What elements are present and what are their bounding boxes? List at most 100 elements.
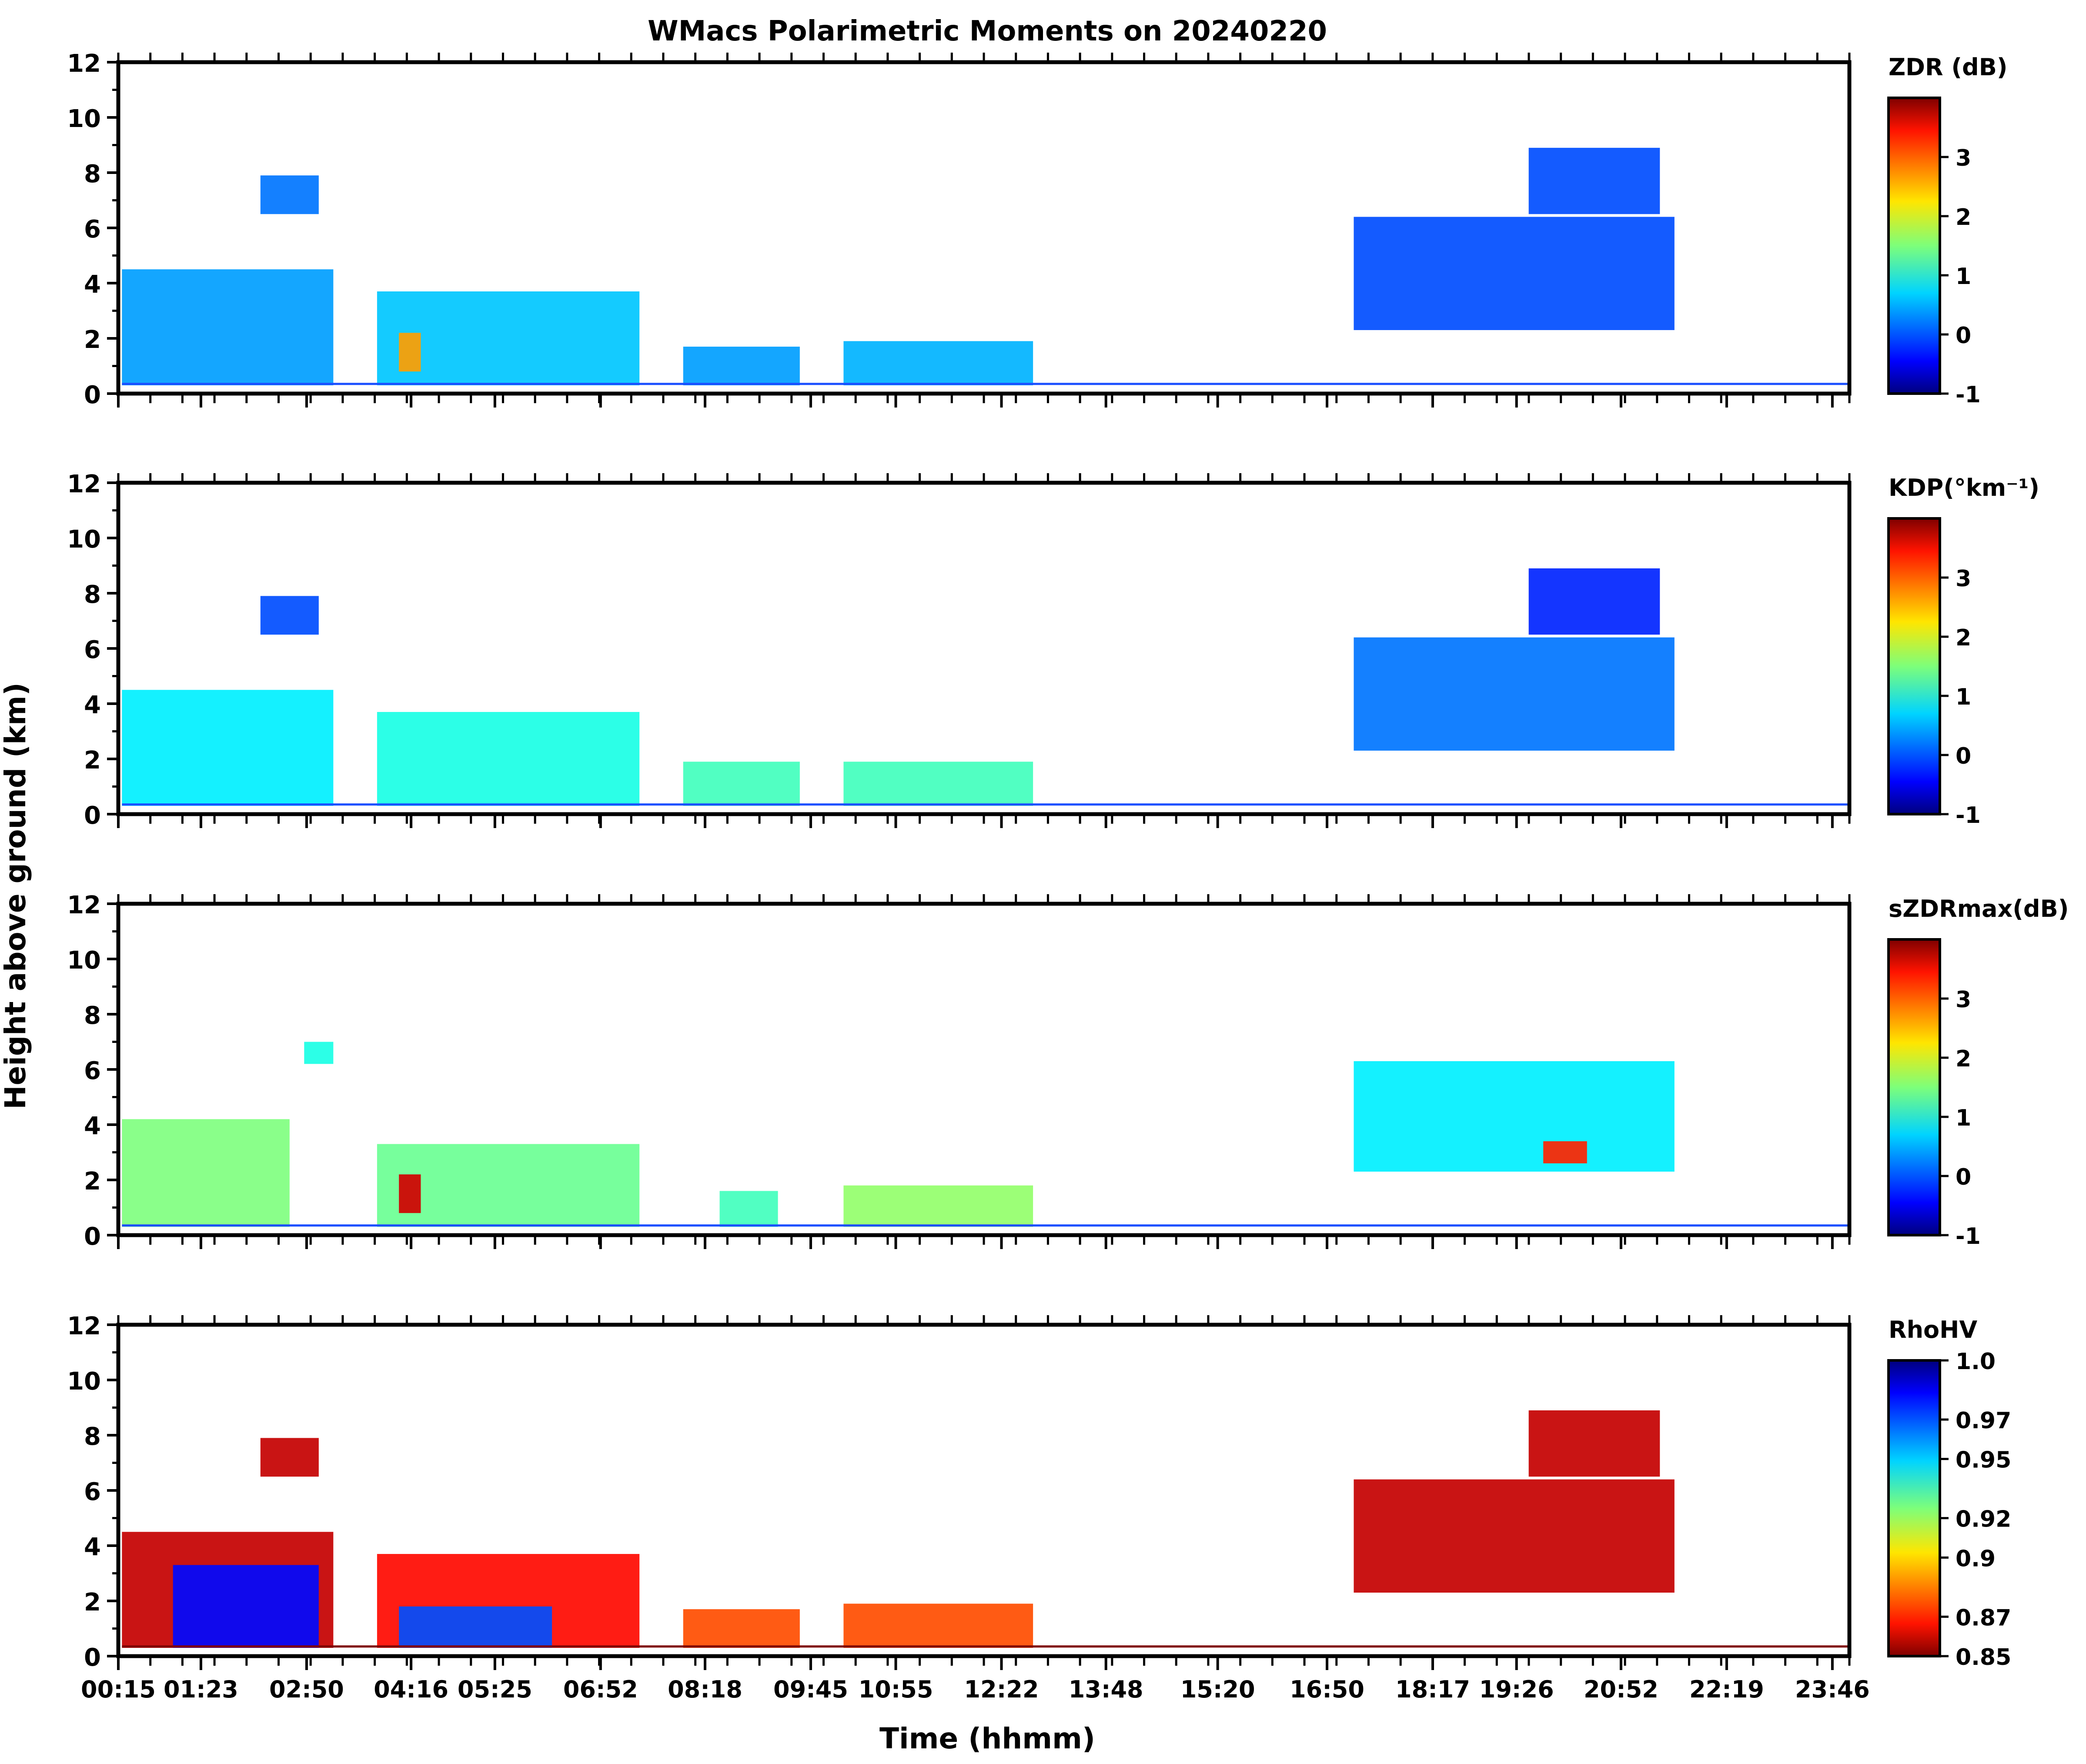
x-tick-label: 23:46: [1795, 1676, 1870, 1703]
colorbar-tick-label: 0.92: [1956, 1507, 2011, 1533]
colorbar-frame: [1887, 97, 1941, 395]
colorbar-frame: [1887, 938, 1941, 1236]
echo-patch: [1528, 147, 1660, 214]
data-layer: [122, 568, 1849, 806]
y-tick-label: 8: [84, 1423, 101, 1451]
y-tick-label: 10: [67, 1367, 101, 1396]
y-tick-label: 4: [84, 271, 101, 299]
echo-patch: [843, 1604, 1033, 1648]
y-tick-label: 12: [67, 470, 101, 498]
echo-patch: [399, 1606, 552, 1648]
y-tick-label: 6: [84, 1478, 101, 1506]
y-tick-label: 2: [84, 1167, 101, 1196]
y-tick-label: 10: [67, 525, 101, 554]
x-tick-label: 04:16: [374, 1676, 448, 1703]
x-tick-label: 10:55: [859, 1676, 933, 1703]
x-tick-label: 20:52: [1584, 1676, 1658, 1703]
colorbar-tick-label: 2: [1956, 1046, 1971, 1072]
x-tick-label: 19:26: [1479, 1676, 1554, 1703]
y-tick-label: 6: [84, 636, 101, 664]
echo-patch: [719, 1191, 778, 1227]
colorbar-tick-label: -1: [1956, 1223, 1981, 1250]
x-tick-label: 05:25: [458, 1676, 532, 1703]
y-tick-label: 4: [84, 691, 101, 719]
y-tick-label: 12: [67, 891, 101, 919]
colorbar-tick-label: 0.95: [1956, 1447, 2011, 1473]
colorbar-tick-label: 0.9: [1956, 1546, 1996, 1572]
echo-patch: [1543, 1141, 1587, 1163]
echo-patch: [122, 1119, 290, 1227]
y-tick-label: 8: [84, 1002, 101, 1030]
y-tick-label: 0: [84, 802, 101, 830]
echo-patch: [399, 1174, 421, 1213]
echo-patch: [843, 762, 1033, 806]
x-axis-label: Time (hhmm): [879, 1722, 1095, 1755]
y-tick-label: 10: [67, 105, 101, 133]
y-tick-label: 12: [67, 50, 101, 78]
y-tick-label: 0: [84, 381, 101, 409]
echo-patch: [173, 1565, 319, 1648]
colorbar-frame: [1887, 1359, 1941, 1657]
colorbar-tick-label: 3: [1956, 987, 1971, 1013]
colorbar-tick-label: 3: [1956, 145, 1971, 171]
colorbar-label: RhoHV: [1889, 1316, 1977, 1343]
x-tick-label: 13:48: [1069, 1676, 1143, 1703]
x-tick-label: 16:50: [1290, 1676, 1364, 1703]
data-layer: [122, 1410, 1849, 1648]
echo-patch: [683, 762, 800, 806]
y-tick-label: 6: [84, 1057, 101, 1085]
echo-patch: [260, 596, 319, 635]
colorbar-tick-label: -1: [1956, 802, 1981, 829]
colorbar: [1889, 1360, 1940, 1656]
colorbar-tick-label: 0: [1956, 1164, 1971, 1190]
echo-patch: [1354, 1479, 1675, 1593]
colorbar-label: KDP(°km⁻¹): [1889, 474, 2039, 501]
colorbar-tick-label: 0.85: [1956, 1644, 2011, 1670]
echo-patch: [1354, 637, 1675, 751]
echo-patch: [122, 690, 334, 806]
y-tick-label: 0: [84, 1644, 101, 1672]
colorbar-tick-label: 2: [1956, 625, 1971, 651]
echo-patch: [122, 269, 334, 385]
colorbar: [1889, 939, 1940, 1235]
colorbar-tick-label: -1: [1956, 382, 1981, 408]
x-tick-label: 06:52: [563, 1676, 638, 1703]
echo-patch: [683, 1609, 800, 1648]
y-tick-label: 8: [84, 160, 101, 188]
data-layer: [122, 1042, 1849, 1227]
y-tick-label: 4: [84, 1533, 101, 1561]
colorbar-tick-label: 3: [1956, 566, 1971, 592]
echo-patch: [1528, 568, 1660, 635]
y-tick-label: 2: [84, 1588, 101, 1617]
x-tick-label: 08:18: [668, 1676, 742, 1703]
x-tick-label: 02:50: [269, 1676, 344, 1703]
colorbar: [1889, 98, 1940, 394]
echo-patch: [399, 333, 421, 372]
echo-patch: [377, 712, 640, 806]
x-tick-label: 00:15: [81, 1676, 156, 1703]
colorbar-label: sZDRmax(dB): [1889, 895, 2069, 922]
x-tick-label: 22:19: [1689, 1676, 1764, 1703]
y-tick-label: 2: [84, 746, 101, 775]
y-tick-label: 8: [84, 581, 101, 609]
echo-patch: [843, 341, 1033, 385]
x-tick-label: 15:20: [1180, 1676, 1255, 1703]
chart-title: WMacs Polarimetric Moments on 20240220: [648, 15, 1327, 47]
echo-patch: [304, 1042, 334, 1064]
echo-patch: [260, 175, 319, 214]
x-tick-label: 01:23: [164, 1676, 238, 1703]
echo-patch: [1354, 217, 1675, 330]
y-axis-label: Height above ground (km): [0, 682, 32, 1109]
y-tick-label: 10: [67, 946, 101, 975]
colorbar-frame: [1887, 517, 1941, 815]
x-tick-label: 18:17: [1395, 1676, 1470, 1703]
colorbar-label: ZDR (dB): [1889, 53, 2008, 81]
colorbar-tick-label: 0: [1956, 323, 1971, 349]
echo-patch: [683, 347, 800, 385]
colorbar-tick-label: 1: [1956, 264, 1971, 290]
x-tick-label: 12:22: [964, 1676, 1039, 1703]
